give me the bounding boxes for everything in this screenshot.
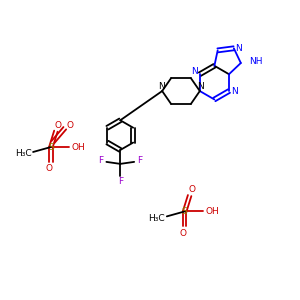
Text: O: O (45, 164, 52, 173)
Text: N: N (158, 82, 164, 91)
Text: O: O (66, 121, 73, 130)
Text: N: N (191, 67, 198, 76)
Text: OH: OH (72, 142, 86, 152)
Text: H₃C: H₃C (148, 214, 165, 223)
Text: N: N (236, 44, 242, 53)
Text: O: O (54, 121, 61, 130)
Text: O: O (188, 185, 195, 194)
Text: OH: OH (206, 207, 219, 216)
Text: S: S (182, 207, 188, 216)
Text: NH: NH (249, 56, 262, 65)
Text: N: N (232, 87, 238, 96)
Text: F: F (137, 156, 143, 165)
Text: F: F (98, 156, 103, 165)
Text: H₃C: H₃C (15, 149, 31, 158)
Text: O: O (179, 229, 186, 238)
Text: F: F (118, 177, 123, 186)
Text: S: S (48, 142, 54, 152)
Text: N: N (197, 82, 204, 91)
